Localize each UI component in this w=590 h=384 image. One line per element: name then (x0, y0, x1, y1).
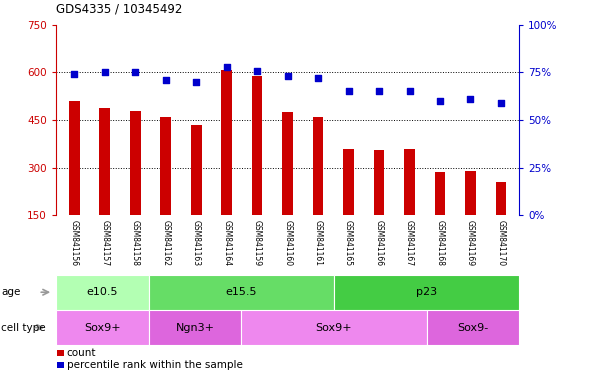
Text: e10.5: e10.5 (87, 287, 118, 297)
Text: GSM841168: GSM841168 (435, 220, 444, 266)
Bar (56, 310, 149, 345)
Point (161, 77, 171, 83)
Point (435, 98, 445, 104)
Bar (404, 149, 415, 215)
Point (192, 79, 201, 85)
Text: e15.5: e15.5 (225, 287, 257, 297)
Point (405, 88, 414, 94)
Bar (334, 275, 519, 310)
Point (313, 75, 323, 81)
Text: Sox9-: Sox9- (457, 323, 489, 333)
Bar (427, 310, 519, 345)
Text: GSM841169: GSM841169 (466, 220, 475, 266)
Text: Sox9+: Sox9+ (316, 323, 352, 333)
Text: GSM841164: GSM841164 (222, 220, 231, 266)
Point (130, 70, 140, 76)
Bar (191, 125, 202, 215)
Text: count: count (67, 348, 96, 358)
Text: GSM841166: GSM841166 (375, 220, 384, 266)
Bar (69, 101, 80, 215)
Bar (56, 275, 149, 310)
Point (466, 96, 475, 102)
Text: GSM841162: GSM841162 (161, 220, 171, 266)
Text: GSM841158: GSM841158 (131, 220, 140, 266)
Point (374, 88, 384, 94)
Bar (343, 149, 354, 215)
Text: p23: p23 (416, 287, 437, 297)
Bar (130, 111, 140, 215)
Text: age: age (1, 287, 21, 297)
Point (496, 100, 506, 106)
Bar (313, 117, 323, 215)
Bar (435, 172, 445, 215)
Point (100, 70, 110, 76)
Bar (252, 76, 263, 215)
Point (222, 64, 231, 70)
Text: GDS4335 / 10345492: GDS4335 / 10345492 (56, 2, 182, 15)
Bar (496, 182, 506, 215)
Point (344, 88, 353, 94)
Bar (282, 112, 293, 215)
Text: GSM841165: GSM841165 (344, 220, 353, 266)
Text: GSM841161: GSM841161 (314, 220, 323, 266)
Point (70, 71, 79, 78)
Text: GSM841157: GSM841157 (100, 220, 109, 266)
Bar (149, 275, 334, 310)
Text: cell type: cell type (1, 323, 46, 333)
Point (283, 73, 293, 79)
Bar (100, 108, 110, 215)
Text: GSM841156: GSM841156 (70, 220, 79, 266)
Bar (221, 70, 232, 215)
Bar (373, 150, 384, 215)
Text: GSM841163: GSM841163 (192, 220, 201, 266)
Bar (465, 171, 476, 215)
Bar (241, 310, 427, 345)
Bar (160, 117, 171, 215)
Text: GSM841160: GSM841160 (283, 220, 292, 266)
Text: percentile rank within the sample: percentile rank within the sample (67, 360, 242, 370)
Text: GSM841170: GSM841170 (496, 220, 506, 266)
Text: Ngn3+: Ngn3+ (175, 323, 215, 333)
Text: Sox9+: Sox9+ (84, 323, 121, 333)
Text: GSM841159: GSM841159 (253, 220, 261, 266)
Bar (149, 310, 241, 345)
Text: GSM841167: GSM841167 (405, 220, 414, 266)
Point (253, 68, 262, 74)
